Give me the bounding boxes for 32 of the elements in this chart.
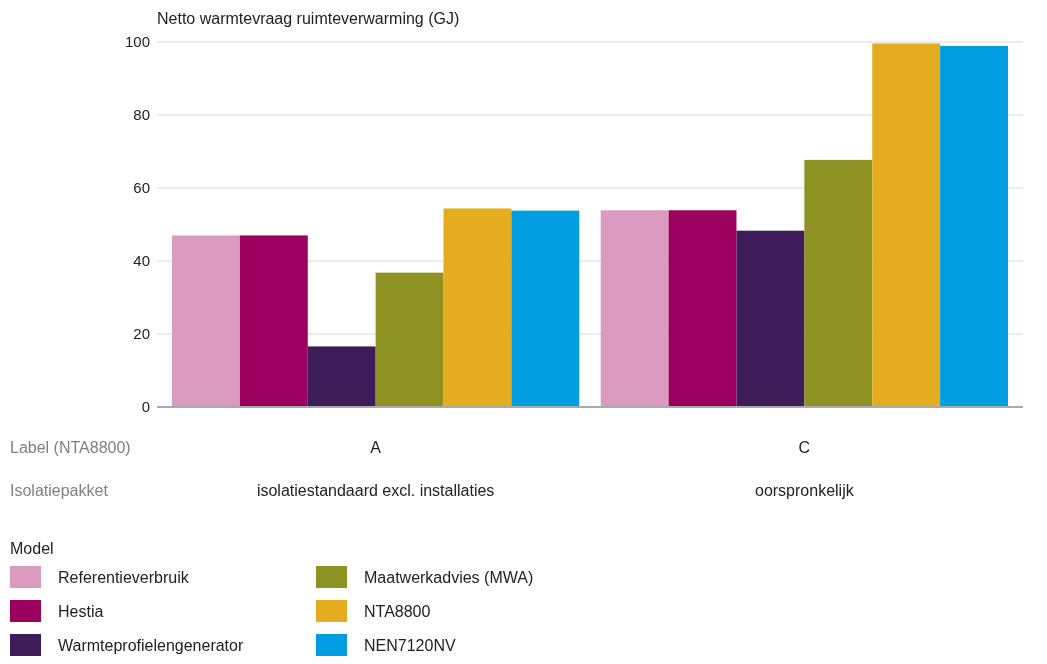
bar xyxy=(804,159,873,407)
bar xyxy=(940,46,1008,407)
y-axis-title: Netto warmtevraag ruimteverwarming (GJ) xyxy=(157,10,460,27)
y-tick-label: 80 xyxy=(133,106,150,124)
bar xyxy=(307,346,376,407)
text: oorspronkelijk xyxy=(755,481,855,499)
legend-title: Model xyxy=(10,539,54,557)
y-tick-label: 0 xyxy=(141,398,150,416)
bar xyxy=(600,210,669,407)
y-tick-label: 40 xyxy=(133,252,150,270)
bar xyxy=(375,272,444,407)
legend-label: Hestia xyxy=(58,602,104,620)
text: Isolatiepakket xyxy=(10,481,109,499)
x-tick-label: A xyxy=(370,438,382,456)
bar xyxy=(872,43,941,407)
legend-label: Referentieverbruik xyxy=(58,568,190,586)
y-tick-label: 100 xyxy=(124,33,150,51)
legend-label: NTA8800 xyxy=(364,602,431,620)
x-tick-label: C xyxy=(798,438,811,456)
bar xyxy=(172,235,240,407)
bar xyxy=(736,230,805,407)
text: Label (NTA8800) xyxy=(10,438,131,456)
bar xyxy=(239,235,308,407)
legend-label: Maatwerkadvies (MWA) xyxy=(364,568,534,586)
y-tick-label: 20 xyxy=(133,325,150,343)
legend-label: Warmteprofielengenerator xyxy=(58,636,244,654)
legend-label: NEN7120NV xyxy=(364,636,456,654)
bar xyxy=(443,208,512,407)
text: isolatiestandaard excl. installaties xyxy=(256,481,495,499)
y-tick-label: 60 xyxy=(133,179,150,197)
bar xyxy=(511,210,580,407)
bar xyxy=(668,210,737,407)
